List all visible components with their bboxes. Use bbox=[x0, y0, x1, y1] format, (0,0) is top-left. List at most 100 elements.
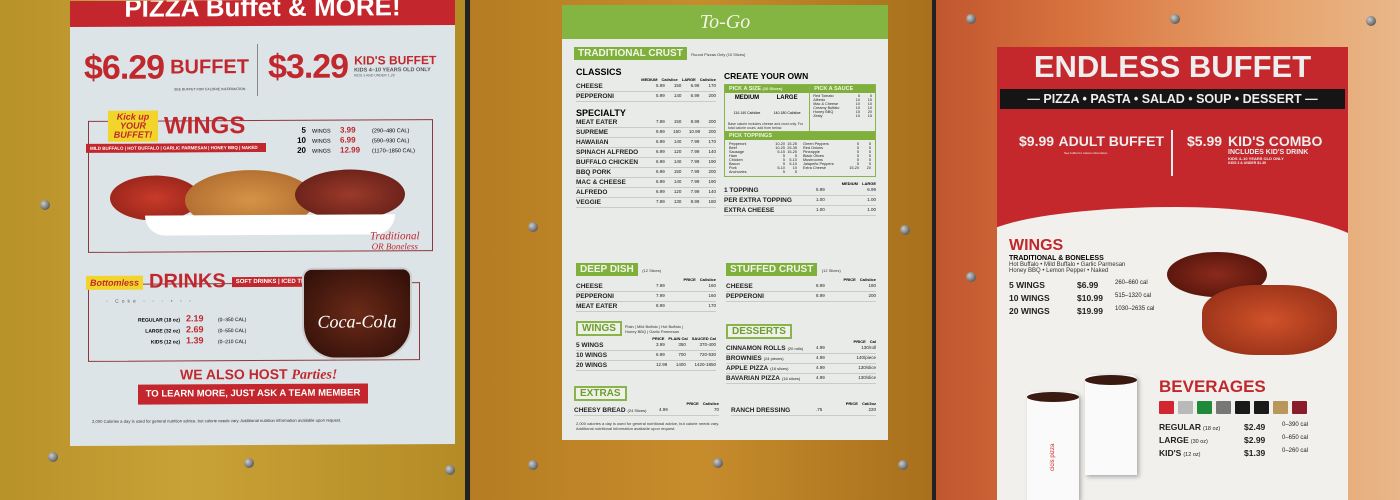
item-values: 6.99 140 7.99 170 bbox=[656, 139, 716, 146]
item-name: MEAT EATER bbox=[576, 303, 617, 310]
item-name: SPINACH ALFREDO bbox=[576, 149, 638, 156]
brand-logo bbox=[1254, 401, 1269, 414]
item-value-c: 140/piece bbox=[856, 355, 876, 360]
wing-price-row: 20 WINGS $19.99 1030–2635 cal bbox=[1009, 306, 1169, 316]
menu-item-row: MEAT EATER 8.99 170 bbox=[576, 302, 716, 312]
menu-poster-endless-buffet: ENDLESS BUFFET — PIZZA • PASTA • SALAD •… bbox=[997, 47, 1348, 500]
column-headers: PRICE Cal bbox=[726, 339, 876, 344]
medium-value: 15 bbox=[855, 110, 860, 114]
item-value-c: 70 bbox=[713, 407, 719, 412]
item-value-c: 130/roll bbox=[861, 345, 876, 350]
wing-price-row: 10 WINGS 6.99 (590–930 CAL) bbox=[292, 135, 415, 145]
item-name: Mushrooms bbox=[803, 158, 823, 162]
column-header: SAUCED Cal bbox=[691, 336, 716, 341]
brand-logo bbox=[1159, 401, 1174, 414]
item-value-mc: 140 bbox=[673, 159, 682, 164]
large-value: 5 bbox=[868, 158, 871, 162]
column-header: LARGE bbox=[862, 181, 876, 186]
item-name: Zesty bbox=[813, 114, 823, 118]
kids-buffet-block: $3.29 KID'S BUFFET KIDS 4–10 YEARS OLD O… bbox=[268, 47, 436, 87]
item-value-lc: 170 bbox=[708, 139, 716, 144]
item-values: 12.99 1400 1420-1850 bbox=[656, 362, 716, 369]
column-headers: MEDIUM Cal/slice LARGE Cal/slice bbox=[576, 77, 716, 82]
classics-section: CLASSICS MEDIUM Cal/slice LARGE Cal/slice CH… bbox=[576, 67, 716, 208]
item-value-l: 6.99 bbox=[690, 83, 700, 88]
item-value-p: 12.99 bbox=[656, 362, 668, 367]
item-value-c: 160 bbox=[708, 283, 716, 288]
large-value: 15 bbox=[867, 98, 872, 102]
medium-value: 5 bbox=[857, 94, 860, 98]
item-value-m: 6.99 bbox=[656, 149, 665, 154]
sauce-row: Creamy Buffalo 10 10 bbox=[813, 106, 872, 110]
item-values: 4.99 130/slice bbox=[816, 365, 876, 372]
wing-count: 10 bbox=[297, 135, 306, 145]
item-value-c: 180 bbox=[868, 283, 876, 288]
cup-photo bbox=[1085, 375, 1137, 475]
topping-price-row: PER EXTRA TOPPING 1.00 1.00 bbox=[724, 196, 876, 206]
medium-value: 10 bbox=[855, 114, 860, 118]
create-your-own-section: CREATE YOUR OWN PICK A SIZE (10 Slices) … bbox=[724, 71, 876, 216]
size-oz: (12 oz) bbox=[1183, 452, 1201, 458]
medium-value: 5 bbox=[856, 154, 859, 158]
wing-calories: 515–1320 cal bbox=[1115, 293, 1152, 299]
column-header: Cal/slice bbox=[699, 77, 716, 82]
item-name: PEPPERONI bbox=[576, 93, 614, 100]
large-value: 5 bbox=[868, 162, 871, 166]
medium-value: 5-10 bbox=[777, 166, 785, 170]
wing-count: 10 WINGS bbox=[1009, 293, 1050, 303]
item-value-p: 8.99 bbox=[816, 283, 825, 288]
item-note: (16 slices) bbox=[781, 376, 801, 381]
item-name: APPLE PIZZA (16 slices) bbox=[726, 365, 789, 372]
item-name-text: MEAT EATER bbox=[576, 303, 618, 310]
drink-size: KIDS (12 oz) bbox=[150, 339, 180, 346]
medium-value: 5 bbox=[856, 146, 859, 150]
item-name-text: CINNAMON ROLLS bbox=[726, 345, 786, 352]
wing-count: 5 WINGS bbox=[1009, 280, 1045, 290]
item-value-p: 8.99 bbox=[816, 293, 825, 298]
item-value-l: 8.99 bbox=[690, 119, 700, 124]
wing-count: 5 bbox=[301, 125, 306, 135]
item-name: 20 WINGS bbox=[576, 362, 607, 369]
item-note: (24 Slices) bbox=[627, 408, 647, 413]
column-header: LARGE bbox=[681, 77, 696, 82]
wings-title: WINGS bbox=[164, 111, 246, 140]
item-name: Pork bbox=[729, 166, 737, 170]
adult-buffet: $9.99 ADULT BUFFET See buffet for calori… bbox=[1019, 133, 1164, 155]
column-headers: PRICE PLAIN Cal SAUCED Cal bbox=[576, 336, 716, 341]
topping-price-row: 1 TOPPING 5.99 6.99 bbox=[724, 186, 876, 196]
column-header: Cal/slice bbox=[699, 277, 716, 282]
column-header: MEDIUM bbox=[841, 181, 858, 186]
large-value: 20 bbox=[866, 166, 871, 170]
item-value-p: .75 bbox=[816, 407, 823, 412]
item-name: CHEESE bbox=[726, 283, 753, 290]
item-value-l: 7.99 bbox=[690, 169, 700, 174]
item-value-l: 10.99 bbox=[688, 129, 701, 134]
size-name: LARGE bbox=[776, 95, 798, 101]
item-value-p: 4.99 bbox=[816, 365, 825, 370]
item-values: 5.99 6.99 bbox=[816, 187, 876, 194]
item-name: BROWNIES (24 pieces) bbox=[726, 355, 784, 362]
menu-item-row: PEPPERONI 7.99 160 bbox=[576, 292, 716, 302]
item-name-text: RANCH DRESSING bbox=[731, 407, 791, 414]
item-name-text: 1 TOPPING bbox=[724, 187, 759, 194]
medium-value: 5 bbox=[782, 154, 785, 158]
item-name: VEGGIE bbox=[576, 199, 601, 206]
drink-price: 1.39 bbox=[186, 335, 204, 346]
item-value-lc: 190 bbox=[708, 159, 716, 164]
item-name: Beef bbox=[729, 146, 737, 150]
kids-buffet-label: KID'S BUFFET bbox=[354, 53, 437, 68]
topping-row: Extra Cheese 15-20 20 bbox=[803, 166, 871, 170]
beverage-size: REGULAR (18 oz) bbox=[1159, 422, 1244, 432]
item-name-text: BBQ PORK bbox=[576, 169, 612, 176]
item-value-s: 370-400 bbox=[699, 342, 716, 347]
menu-item-row: CHEESY BREAD (24 Slices) 4.99 70 bbox=[574, 406, 719, 416]
column-header: Cal/slice bbox=[702, 401, 719, 406]
item-name-text: CHEESE bbox=[576, 83, 603, 90]
mounting-bolt bbox=[713, 458, 723, 468]
medium-value: 5 bbox=[782, 158, 785, 162]
item-value-p: 3.99 bbox=[656, 342, 665, 347]
item-name: CHEESE bbox=[576, 83, 603, 90]
medium-value: 10-25 bbox=[775, 146, 785, 150]
item-name: BUFFALO CHICKEN bbox=[576, 159, 638, 166]
drink-price: 2.19 bbox=[186, 313, 204, 324]
